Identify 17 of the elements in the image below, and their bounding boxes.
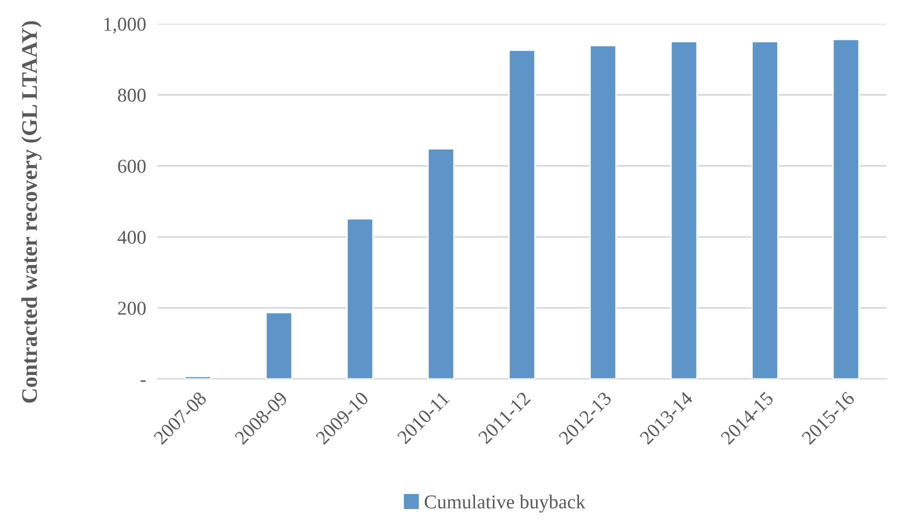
y-tick-label: 400	[118, 230, 146, 244]
y-tick-label: -	[140, 380, 146, 382]
bar	[427, 148, 455, 379]
y-tick-label: 600	[118, 160, 146, 173]
bar	[670, 40, 698, 379]
y-axis-title: Contracted water recovery (GL LTAAY)	[21, 21, 42, 403]
bar	[508, 49, 536, 379]
bar	[832, 38, 860, 379]
y-tick-label: 1,000	[104, 18, 146, 34]
y-tick-label: 200	[118, 302, 146, 315]
bar	[265, 312, 293, 379]
bar	[184, 376, 212, 379]
bar	[751, 40, 779, 379]
legend-label: Cumulative buyback	[424, 494, 586, 512]
y-tick-label: 800	[118, 88, 146, 102]
bar	[346, 218, 374, 379]
bar	[589, 44, 617, 379]
